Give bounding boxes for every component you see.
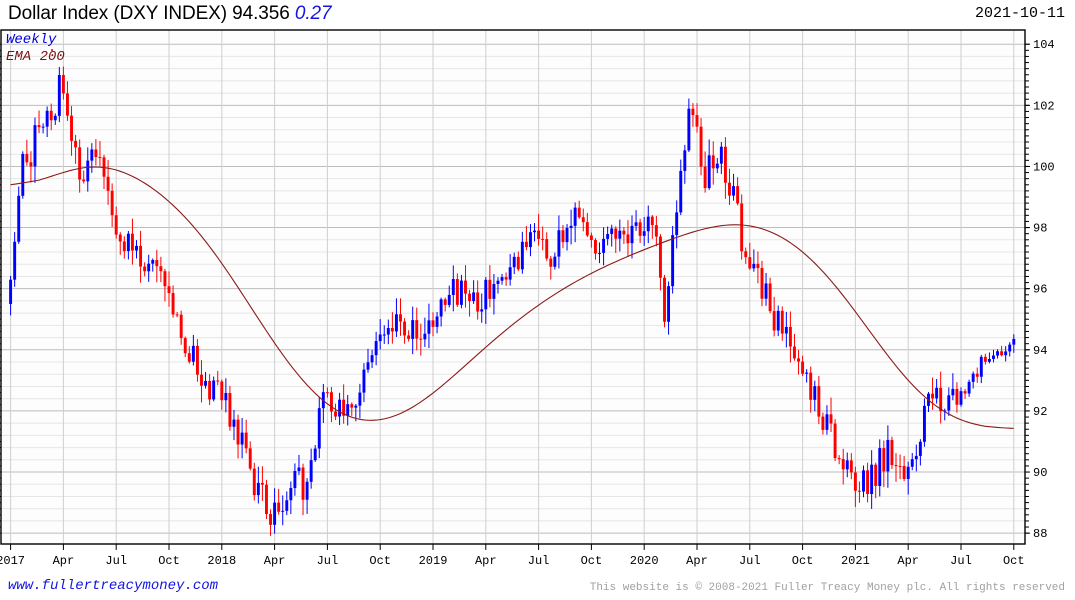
svg-text:Oct: Oct xyxy=(1003,554,1025,568)
svg-text:Jul: Jul xyxy=(317,554,339,568)
svg-text:Oct: Oct xyxy=(158,554,180,568)
svg-text:102: 102 xyxy=(1033,99,1055,113)
svg-text:Oct: Oct xyxy=(369,554,391,568)
svg-text:2021: 2021 xyxy=(841,554,870,568)
svg-text:92: 92 xyxy=(1033,405,1047,419)
svg-text:Apr: Apr xyxy=(475,554,497,568)
svg-text:Jul: Jul xyxy=(950,554,972,568)
svg-text:2018: 2018 xyxy=(207,554,236,568)
svg-text:Apr: Apr xyxy=(264,554,286,568)
svg-text:Apr: Apr xyxy=(897,554,919,568)
svg-text:88: 88 xyxy=(1033,527,1047,541)
svg-text:2019: 2019 xyxy=(419,554,448,568)
svg-text:100: 100 xyxy=(1033,160,1055,174)
svg-text:104: 104 xyxy=(1033,38,1055,52)
svg-text:Apr: Apr xyxy=(686,554,708,568)
svg-text:2020: 2020 xyxy=(630,554,659,568)
svg-text:2017: 2017 xyxy=(0,554,25,568)
svg-text:Oct: Oct xyxy=(792,554,814,568)
svg-text:Oct: Oct xyxy=(581,554,603,568)
svg-text:98: 98 xyxy=(1033,222,1047,236)
svg-text:Apr: Apr xyxy=(53,554,75,568)
svg-text:96: 96 xyxy=(1033,283,1047,297)
svg-text:90: 90 xyxy=(1033,466,1047,480)
svg-text:94: 94 xyxy=(1033,344,1047,358)
svg-text:Jul: Jul xyxy=(528,554,550,568)
svg-text:Jul: Jul xyxy=(105,554,127,568)
svg-text:Jul: Jul xyxy=(739,554,761,568)
